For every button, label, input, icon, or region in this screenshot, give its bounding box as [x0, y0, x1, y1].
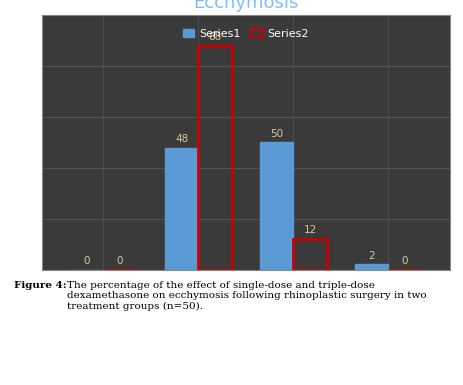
Text: 12: 12	[303, 225, 316, 235]
Text: The percentage of the effect of single-dose and triple-dose
dexamethasone on ecc: The percentage of the effect of single-d…	[67, 281, 426, 311]
Text: 88: 88	[208, 32, 221, 42]
Text: 0: 0	[83, 256, 90, 266]
Bar	[354, 264, 388, 269]
Text: Figure 4:: Figure 4:	[14, 281, 66, 290]
Bar	[293, 239, 326, 270]
Text: 2: 2	[368, 251, 374, 261]
Bar	[165, 147, 198, 270]
Text: 0: 0	[117, 256, 123, 266]
X-axis label: Grade of Eccymosis: Grade of Eccymosis	[190, 288, 300, 298]
Text: 48: 48	[175, 134, 188, 144]
Bar	[198, 46, 231, 270]
Text: 50: 50	[269, 129, 283, 139]
Text: 0: 0	[401, 256, 407, 266]
Bar	[260, 142, 293, 270]
Y-axis label: Percent: Percent	[5, 121, 15, 164]
Legend: Series1, Series2: Series1, Series2	[183, 28, 308, 38]
Title: Ecchymosis: Ecchymosis	[193, 0, 298, 12]
